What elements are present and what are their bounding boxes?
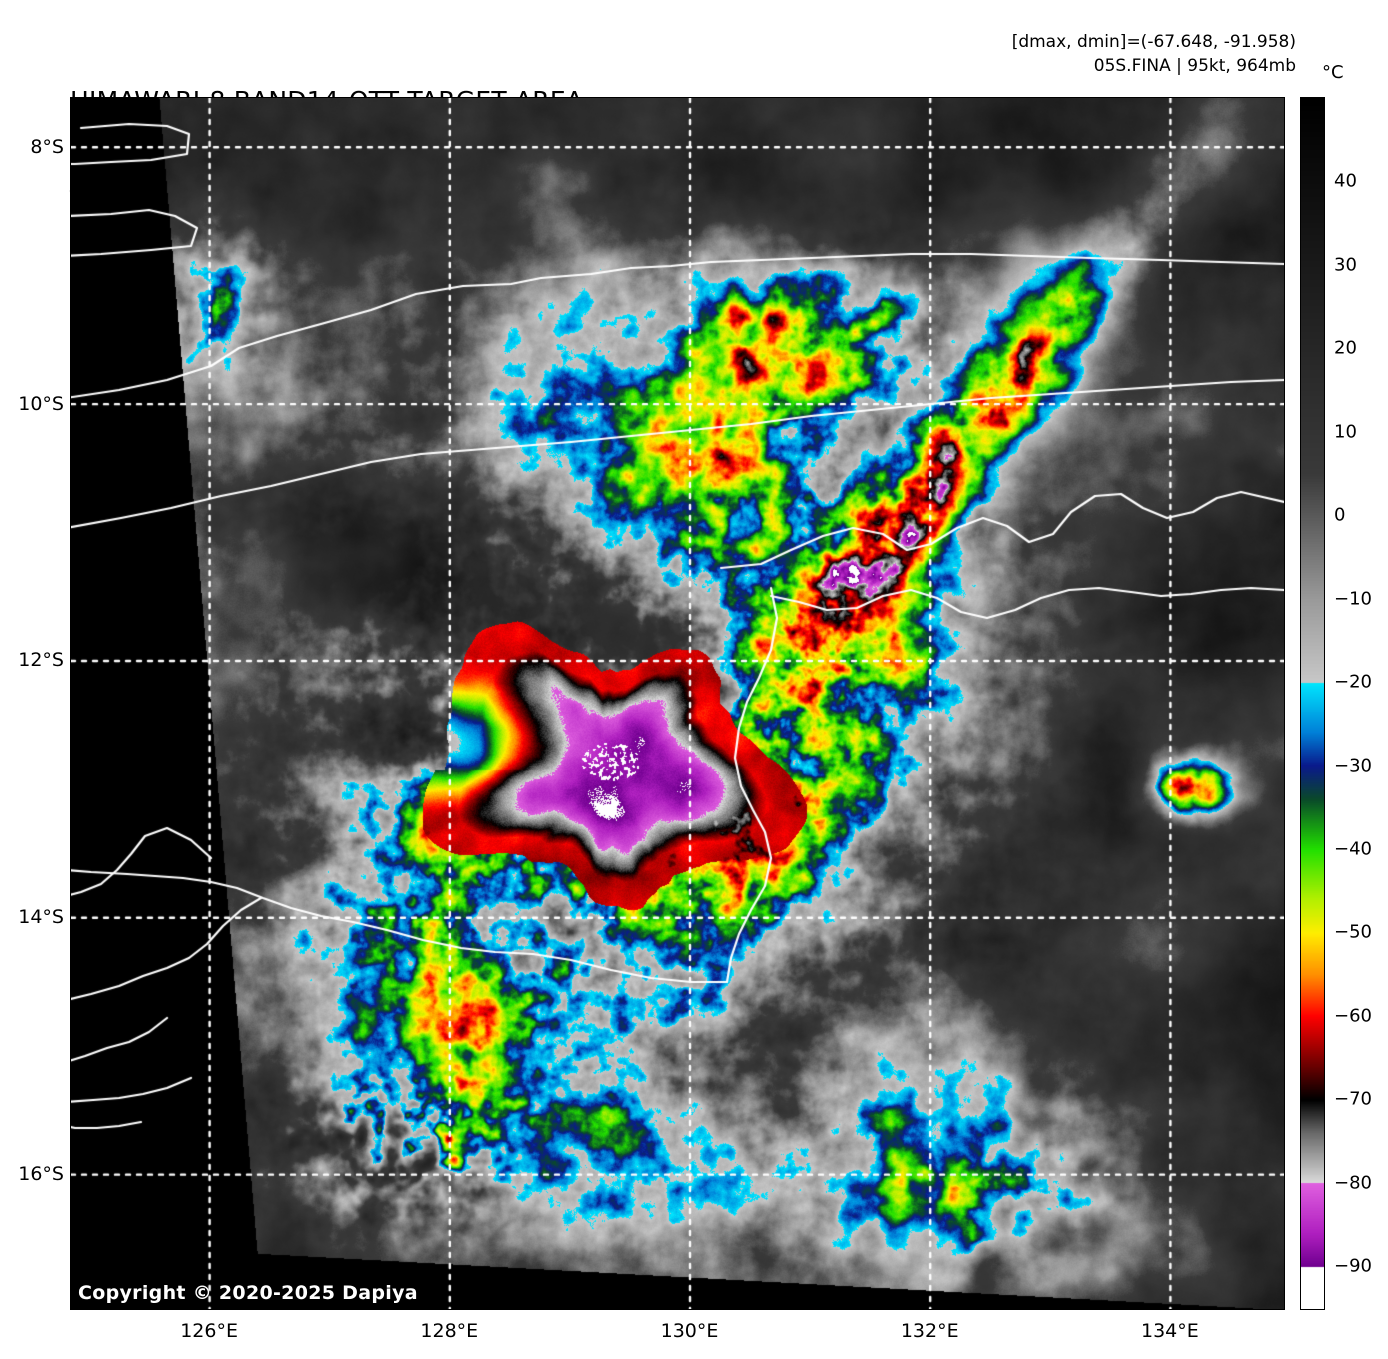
colorbar-tick-label: −40: [1334, 838, 1372, 860]
colorbar-tick-label: 10: [1334, 421, 1357, 443]
colorbar-tick-label: 0: [1334, 504, 1346, 526]
metadata-block: [dmax, dmin]=(-67.648, -91.958) 05S.FINA…: [1012, 30, 1296, 78]
y-axis-tick-label: 8°S: [30, 135, 64, 158]
colorbar-unit-label: °C: [1322, 62, 1344, 83]
colorbar-tick-label: −30: [1334, 755, 1372, 777]
temperature-colorbar: [1300, 97, 1325, 1310]
copyright-notice: Copyright © 2020-2025 Dapiya: [78, 1282, 418, 1304]
x-axis-tick-label: 132°E: [900, 1320, 959, 1342]
satellite-image-plot: [70, 97, 1285, 1310]
colorbar-tick-label: 40: [1334, 170, 1357, 192]
x-axis-tick-label: 130°E: [660, 1320, 719, 1342]
colorbar-gradient: [1301, 98, 1324, 1309]
colorbar-tick-label: −20: [1334, 671, 1372, 693]
storm-intensity-readout: 05S.FINA | 95kt, 964mb: [1093, 56, 1296, 76]
satellite-imagery-canvas: [71, 98, 1284, 1309]
colorbar-tick-label: 30: [1334, 254, 1357, 276]
y-axis-tick-label: 12°S: [18, 649, 64, 672]
x-axis-tick-label: 126°E: [180, 1320, 238, 1342]
x-axis-tick-label: 134°E: [1141, 1320, 1199, 1342]
y-axis-tick-label: 16°S: [18, 1163, 64, 1186]
y-axis-tick-label: 14°S: [18, 906, 64, 929]
colorbar-tick-label: −60: [1334, 1005, 1372, 1027]
colorbar-tick-label: −90: [1334, 1255, 1372, 1277]
colorbar-tick-label: −10: [1334, 588, 1372, 610]
y-axis-tick-label: 10°S: [18, 392, 64, 415]
colorbar-tick-label: 20: [1334, 337, 1357, 359]
x-axis-tick-label: 128°E: [420, 1320, 479, 1342]
colorbar-tick-label: −50: [1334, 921, 1372, 943]
colorbar-tick-label: −70: [1334, 1088, 1372, 1110]
dmax-dmin-readout: [dmax, dmin]=(-67.648, -91.958): [1011, 32, 1296, 52]
colorbar-tick-label: −80: [1334, 1172, 1372, 1194]
